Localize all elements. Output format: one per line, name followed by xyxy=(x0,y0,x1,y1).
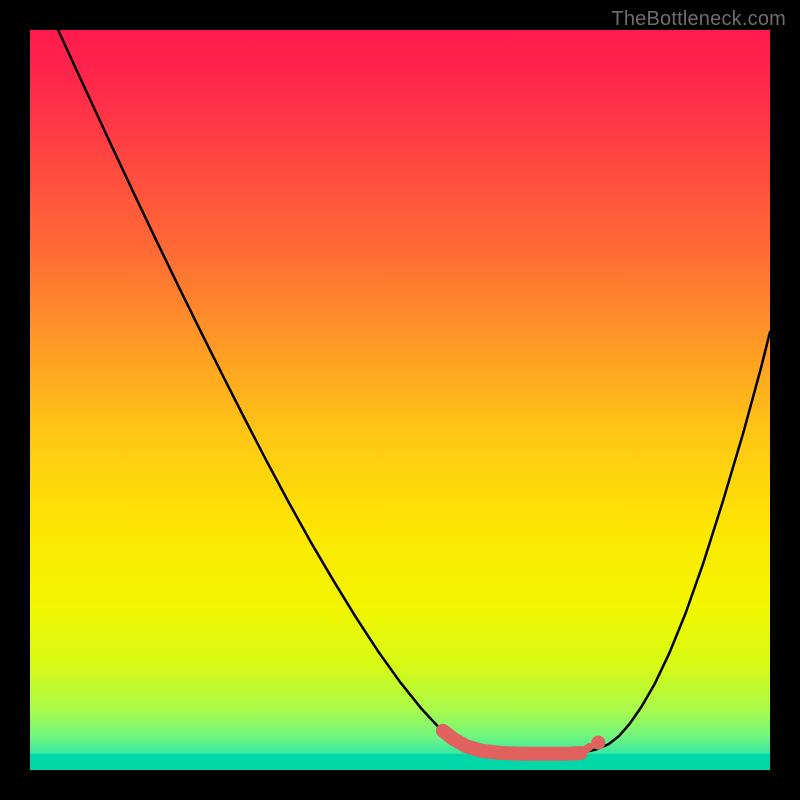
bottom-band xyxy=(30,754,770,770)
gradient-background xyxy=(30,30,770,770)
optimal-range-extension xyxy=(581,747,590,753)
watermark-text: TheBottleneck.com xyxy=(611,8,786,31)
plot-area xyxy=(30,30,770,770)
optimal-point-marker xyxy=(591,736,605,750)
figure-container: TheBottleneck.com xyxy=(0,0,800,800)
plot-svg xyxy=(30,30,770,770)
